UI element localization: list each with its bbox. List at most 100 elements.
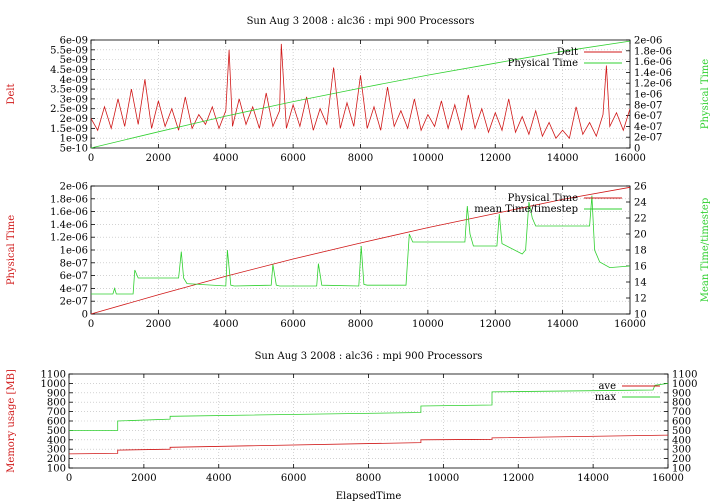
x-tick-label: 0 bbox=[88, 153, 94, 164]
y-tick-label: 4e-09 bbox=[60, 75, 88, 86]
y2-tick-label: 1000 bbox=[672, 379, 697, 390]
y-tick-label: 600 bbox=[47, 417, 66, 428]
y-tick-label: 1.4e-06 bbox=[50, 220, 88, 231]
y2-tick-label: 22 bbox=[634, 214, 647, 225]
y-tick-label: 3e-09 bbox=[60, 94, 88, 105]
y-axis-label: Physical Time bbox=[6, 215, 17, 285]
y2-tick-label: 1.4e-06 bbox=[634, 68, 672, 79]
x-tick-label: 2000 bbox=[146, 153, 171, 164]
chart-title: Sun Aug 3 2008 : alc36 : mpi 900 Process… bbox=[255, 351, 483, 362]
y2-tick-label: 12 bbox=[634, 294, 647, 305]
x-tick-label: 6000 bbox=[280, 153, 305, 164]
series-line-delt bbox=[90, 43, 631, 140]
y2-tick-label: 700 bbox=[672, 407, 691, 418]
chart-title: Sun Aug 3 2008 : alc36 : mpi 900 Process… bbox=[247, 16, 475, 27]
y-tick-label: 300 bbox=[47, 445, 66, 456]
x-tick-label: 8000 bbox=[356, 473, 381, 484]
y2-tick-label: 200 bbox=[672, 454, 691, 465]
y2-tick-label: 8e-07 bbox=[634, 100, 662, 111]
y2-tick-label: 400 bbox=[672, 435, 691, 446]
legend-label: Delt bbox=[557, 47, 578, 58]
y2-tick-label: 1.8e-06 bbox=[634, 46, 672, 57]
series-line-mean-time-timestep bbox=[91, 195, 631, 295]
y-tick-label: 6e-07 bbox=[60, 271, 88, 282]
x-tick-label: 12000 bbox=[502, 473, 534, 484]
legend-label: ave bbox=[598, 381, 616, 392]
y-tick-label: 0 bbox=[82, 310, 88, 321]
y2-tick-label: 14 bbox=[634, 278, 647, 289]
x-tick-label: 2000 bbox=[146, 319, 171, 330]
legend-label: Physical Time bbox=[508, 58, 578, 69]
x-tick-label: 4000 bbox=[213, 319, 238, 330]
x-tick-label: 8000 bbox=[348, 153, 373, 164]
x-tick-label: 6000 bbox=[281, 473, 306, 484]
y2-tick-label: 26 bbox=[634, 182, 647, 193]
plot-frame bbox=[90, 39, 631, 149]
y-tick-label: 2e-07 bbox=[60, 297, 88, 308]
y-tick-label: 800 bbox=[47, 398, 66, 409]
y-tick-label: 6e-09 bbox=[60, 36, 88, 47]
legend-label: mean Time/timestep bbox=[474, 204, 578, 215]
x-tick-label: 0 bbox=[66, 473, 72, 484]
y2-tick-label: 18 bbox=[634, 246, 647, 257]
y-tick-label: 1.6e-06 bbox=[50, 207, 88, 218]
y-tick-label: 1.5e-09 bbox=[50, 124, 88, 135]
y-tick-label: 200 bbox=[47, 454, 66, 465]
y2-tick-label: 0 bbox=[634, 144, 640, 155]
series-line-physical-time bbox=[90, 40, 631, 149]
x-tick-label: 14000 bbox=[547, 319, 579, 330]
y2-tick-label: 24 bbox=[634, 198, 647, 209]
x-tick-label: 12000 bbox=[479, 153, 511, 164]
x-tick-label: 10000 bbox=[412, 319, 444, 330]
x-tick-label: 10000 bbox=[412, 153, 444, 164]
y-tick-label: 5e-09 bbox=[60, 55, 88, 66]
y2-tick-label: 10 bbox=[634, 310, 647, 321]
y2-axis-label: Physical Time bbox=[700, 59, 711, 129]
y2-tick-label: 4e-07 bbox=[634, 122, 662, 133]
y-tick-label: 1.2e-06 bbox=[50, 233, 88, 244]
y-tick-label: 900 bbox=[47, 388, 66, 399]
y-tick-label: 2e-09 bbox=[60, 114, 88, 125]
y-tick-label: 400 bbox=[47, 435, 66, 446]
y-tick-label: 1100 bbox=[41, 370, 66, 381]
y-tick-label: 1.8e-06 bbox=[50, 194, 88, 205]
y-tick-label: 3.5e-09 bbox=[50, 85, 88, 96]
x-tick-label: 4000 bbox=[206, 473, 231, 484]
series-line-physical-time bbox=[90, 186, 631, 315]
y-tick-label: 2e-06 bbox=[60, 182, 88, 193]
series-line-max bbox=[69, 383, 669, 431]
y2-tick-label: 1e-06 bbox=[634, 90, 662, 101]
x-tick-label: 16000 bbox=[614, 153, 646, 164]
x-tick-label: 6000 bbox=[280, 319, 305, 330]
y2-axis-label: Mean Time/timestep bbox=[700, 198, 711, 302]
x-axis-label: ElapsedTime bbox=[336, 491, 402, 502]
x-tick-label: 16000 bbox=[652, 473, 684, 484]
y-tick-label: 2.5e-09 bbox=[50, 104, 88, 115]
y2-tick-label: 100 bbox=[672, 464, 691, 475]
y2-tick-label: 900 bbox=[672, 388, 691, 399]
y2-tick-label: 20 bbox=[634, 230, 647, 241]
y-tick-label: 1000 bbox=[41, 379, 66, 390]
y-tick-label: 700 bbox=[47, 407, 66, 418]
x-tick-label: 8000 bbox=[348, 319, 373, 330]
y-tick-label: 1e-06 bbox=[60, 246, 88, 257]
y-tick-label: 1e-09 bbox=[60, 134, 88, 145]
y2-tick-label: 800 bbox=[672, 398, 691, 409]
y-tick-label: 4e-07 bbox=[60, 284, 88, 295]
y2-tick-label: 6e-07 bbox=[634, 111, 662, 122]
y2-tick-label: 2e-06 bbox=[634, 36, 662, 47]
y-tick-label: 8e-07 bbox=[60, 258, 88, 269]
y2-tick-label: 500 bbox=[672, 426, 691, 437]
x-tick-label: 16000 bbox=[614, 319, 646, 330]
y-tick-label: 5e-10 bbox=[60, 144, 88, 155]
y2-tick-label: 2e-07 bbox=[634, 133, 662, 144]
y-tick-label: 5.5e-09 bbox=[50, 45, 88, 56]
plot-frame bbox=[68, 373, 669, 469]
series-line-ave bbox=[68, 434, 669, 455]
x-tick-label: 2000 bbox=[131, 473, 156, 484]
legend-label: Physical Time bbox=[508, 193, 578, 204]
y2-tick-label: 1.6e-06 bbox=[634, 57, 672, 68]
y-axis-label: Delt bbox=[6, 83, 17, 104]
y2-tick-label: 1100 bbox=[672, 370, 697, 381]
